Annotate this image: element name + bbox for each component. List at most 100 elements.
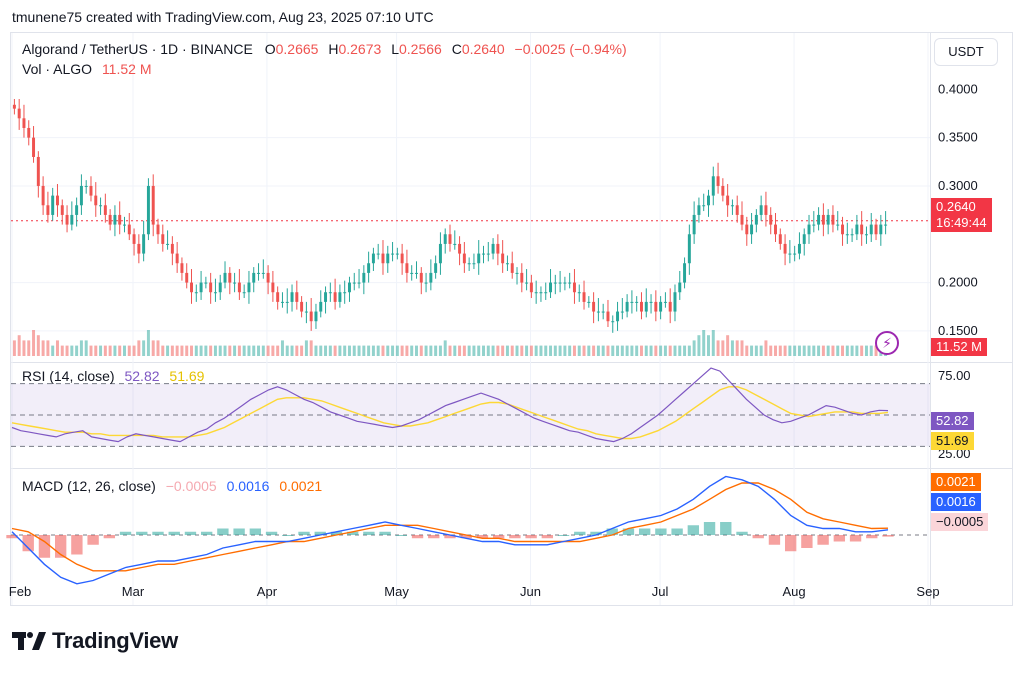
rsi-label[interactable]: RSI (14, close) [22, 368, 115, 384]
time-tick-label: May [384, 584, 409, 599]
macd-label[interactable]: MACD (12, 26, close) [22, 478, 156, 494]
candle-body [812, 224, 816, 226]
candle-body [754, 214, 758, 225]
candle-body [649, 301, 653, 303]
candle-body [170, 243, 174, 254]
volume-bar [304, 340, 308, 356]
candle-body [520, 272, 524, 283]
brand-name: TradingView [52, 628, 178, 653]
volume-bar [582, 345, 586, 356]
macd-histogram-bar [509, 535, 521, 539]
volume-bar [328, 345, 332, 356]
macd-hist-value: −0.0005 [165, 478, 217, 494]
macd-histogram-bar [801, 535, 813, 548]
volume-bar [180, 345, 184, 356]
macd-histogram-bar [752, 535, 764, 539]
macd-histogram-bar [71, 535, 83, 555]
volume-bar [817, 345, 821, 356]
symbol-title[interactable]: Algorand / TetherUS · 1D · BINANCE [22, 41, 253, 57]
candle-body [438, 243, 442, 264]
volume-bar [735, 340, 739, 356]
candle-body [419, 272, 423, 283]
macd-histogram-bar [671, 528, 683, 535]
rsi-ma-line [11, 386, 889, 440]
candle-body [324, 292, 328, 302]
candle-body [395, 253, 399, 255]
tradingview-logo[interactable]: TradingView [12, 628, 178, 654]
volume-bar [529, 345, 533, 356]
candle-body [630, 301, 634, 303]
macd-hist-tag: −0.0005 [931, 513, 989, 531]
candle-body [697, 205, 701, 215]
candle-body [707, 195, 710, 206]
time-tick-label: Aug [782, 584, 805, 599]
volume-bar [577, 345, 581, 356]
volume-bar [242, 345, 246, 356]
candle-body [79, 185, 83, 206]
currency-button[interactable]: USDT [934, 38, 998, 66]
macd-pane [6, 475, 930, 585]
volume-bar [146, 330, 150, 356]
volume-bar [99, 345, 103, 356]
macd-histogram-bar [606, 528, 618, 535]
chart-frame [10, 32, 1013, 606]
price-tick-label: 0.3500 [938, 130, 978, 145]
candle-body [218, 282, 222, 293]
volume-bar [410, 345, 414, 356]
volume-bar [41, 340, 45, 356]
volume-bar [319, 345, 323, 356]
macd-histogram-bar [460, 535, 472, 539]
candle-body [745, 224, 749, 235]
candle-body [726, 195, 730, 206]
volume-bar [553, 345, 557, 356]
volume-bar [347, 345, 351, 356]
lightning-icon[interactable]: ⚡ [875, 331, 899, 355]
candle-body [146, 185, 150, 235]
volume-bar [84, 340, 88, 356]
candle-body [319, 301, 323, 312]
volume-bar [841, 345, 845, 356]
candle-body [434, 263, 438, 273]
volume-bar [711, 330, 715, 356]
volume-bar [831, 345, 835, 356]
candle-body [185, 272, 189, 283]
candle-body [280, 301, 284, 303]
candle-body [46, 205, 50, 215]
macd-histogram-bar [200, 531, 213, 535]
volume-bar [644, 345, 648, 356]
candle-body [491, 243, 495, 254]
volume-bar [769, 345, 773, 356]
candle-body [448, 234, 452, 244]
volume-bar [788, 345, 792, 356]
volume-bar [400, 345, 404, 356]
candle-body [884, 224, 888, 226]
candle-body [276, 292, 280, 302]
candle-body [75, 205, 79, 215]
candle-body [735, 205, 739, 215]
time-tick-label: Jun [520, 584, 541, 599]
candle-body [304, 311, 308, 313]
volume-bar [161, 345, 165, 356]
candle-body [113, 214, 117, 225]
volume-bar [367, 345, 371, 356]
volume-bar [750, 345, 754, 356]
candle-body [405, 263, 409, 273]
volume-bar [228, 345, 232, 356]
macd-histogram-bar [849, 535, 862, 542]
candle-body [678, 282, 682, 293]
grid-lines [11, 33, 930, 605]
candle-body [496, 243, 500, 254]
macd-histogram-bar [525, 535, 537, 539]
volume-bar [415, 345, 418, 356]
macd-histogram-bar [87, 535, 99, 545]
candle-body [386, 253, 390, 264]
volume-bar [635, 345, 639, 356]
volume-label[interactable]: Vol · ALGO [22, 61, 93, 77]
candle-body [759, 205, 763, 215]
last-price-tag: 0.2640 16:49:44 [931, 198, 992, 232]
volume-bar [486, 345, 490, 356]
volume-bar [659, 345, 663, 356]
macd-histogram-bar [492, 535, 505, 539]
candle-body [673, 292, 677, 312]
price-tick-label: 0.1500 [938, 323, 978, 338]
